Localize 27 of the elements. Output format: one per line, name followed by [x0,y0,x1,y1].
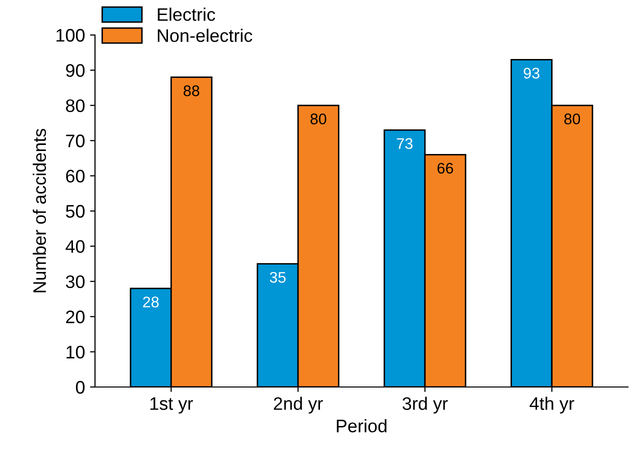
y-tick-label: 90 [66,64,85,77]
y-tick-label: 40 [66,240,85,253]
data-label: 66 [438,162,454,174]
y-tick-label: 70 [66,134,85,148]
y-tick-label: 100 [56,28,85,42]
y-tick-label: 0 [76,380,85,394]
data-label: 35 [270,272,286,283]
data-label: 93 [524,68,540,79]
x-tick-label: 2nd yr [274,396,323,414]
y-tick-label: 10 [66,346,85,359]
data-label: 80 [564,114,580,124]
data-label: 28 [143,296,159,308]
y-tick-label: 60 [66,170,85,183]
legend-label: Non-electric [158,28,252,42]
legend-label: Electric [158,8,216,21]
y-axis-title: Number of accidents [32,128,46,292]
data-label: 88 [184,85,200,96]
data-label: 73 [396,138,412,150]
x-tick-label: 4th yr [530,396,574,414]
y-tick-label: 80 [66,99,85,112]
x-tick-label: 3rd yr [402,396,448,414]
data-label: 80 [310,114,326,124]
x-axis-title: Period [336,419,386,432]
x-tick-label: 1st yr [150,397,193,414]
y-tick-label: 50 [66,204,85,218]
y-tick-label: 30 [66,275,85,288]
y-tick-label: 20 [66,310,85,324]
